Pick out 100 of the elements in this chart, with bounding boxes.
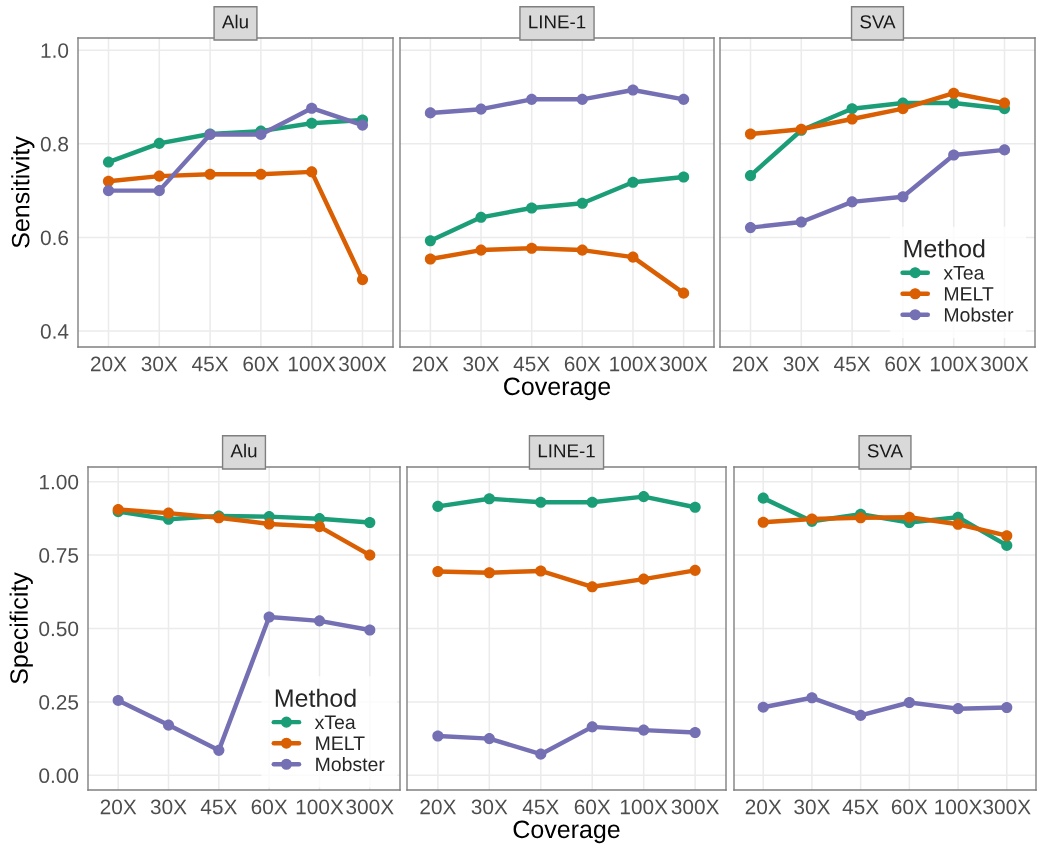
x-axis-title: Coverage — [504, 377, 611, 401]
point — [424, 253, 436, 265]
point — [795, 216, 807, 228]
point — [689, 501, 701, 513]
x-tick-label: 300X — [671, 799, 720, 815]
point — [903, 696, 915, 709]
point — [757, 492, 769, 504]
point — [952, 703, 964, 715]
point — [356, 274, 369, 286]
point — [897, 191, 909, 203]
x-tick-label: 60X — [574, 799, 611, 815]
point — [806, 692, 818, 704]
point — [689, 564, 701, 576]
y-tick-label: 1.00 — [40, 474, 79, 490]
point — [364, 516, 376, 529]
point — [846, 196, 858, 208]
x-tick-label: 30X — [150, 799, 187, 815]
x-tick-label: 60X — [891, 799, 928, 815]
point — [744, 222, 757, 234]
point — [744, 170, 757, 182]
point — [846, 113, 858, 125]
x-tick-label: 60X — [251, 799, 288, 815]
point — [475, 211, 487, 223]
y-tick-label: 0.6 — [40, 230, 69, 246]
point — [678, 171, 690, 183]
x-tick-label: 30X — [471, 799, 508, 815]
point — [855, 709, 867, 721]
point — [263, 518, 275, 530]
point — [948, 87, 960, 99]
x-tick-label: 100X — [620, 799, 668, 815]
x-tick-label: 100X — [935, 799, 982, 815]
x-tick-label: 60X — [243, 356, 279, 372]
legend-label: xTea — [943, 266, 985, 280]
point — [627, 251, 639, 263]
point — [313, 521, 326, 533]
point — [998, 144, 1011, 156]
point — [153, 137, 165, 149]
x-tick-label: 30X — [783, 356, 820, 372]
point — [102, 175, 115, 187]
point — [638, 491, 650, 503]
chart-title: SVA — [867, 444, 904, 458]
x-tick-label: 20X — [420, 799, 456, 815]
point — [535, 565, 547, 577]
legend-label: xTea — [314, 715, 356, 730]
y-axis-title: Specificity — [9, 572, 33, 684]
point — [678, 93, 690, 105]
point — [586, 496, 598, 508]
x-tick-label: 45X — [842, 799, 879, 815]
point — [432, 500, 444, 512]
x-tick-label: 300X — [980, 356, 1029, 372]
point — [757, 701, 769, 713]
y-tick-label: 1.0 — [41, 43, 69, 58]
point — [153, 185, 165, 197]
point — [306, 117, 318, 129]
legend-title: Method — [275, 688, 356, 707]
point — [903, 511, 915, 523]
point — [998, 97, 1011, 109]
point — [526, 202, 538, 214]
x-tick-label: 20X — [733, 356, 769, 372]
x-tick-label: 20X — [745, 799, 782, 815]
point — [638, 724, 650, 736]
point — [483, 493, 495, 505]
point — [952, 518, 964, 530]
x-tick-label: 30X — [141, 356, 178, 372]
x-tick-label: 30X — [794, 799, 831, 815]
chart-title: Alu — [221, 14, 248, 29]
x-tick-label: 20X — [412, 356, 449, 372]
y-tick-label: 0.4 — [40, 324, 69, 339]
x-tick-label: 100X — [930, 356, 978, 372]
point — [627, 84, 639, 96]
point — [638, 573, 650, 585]
point — [255, 168, 267, 180]
point — [364, 624, 376, 636]
x-tick-label: 100X — [296, 799, 344, 815]
point — [948, 149, 960, 161]
chart-title: SVA — [860, 15, 896, 29]
point — [678, 287, 690, 299]
y-tick-label: 0.00 — [39, 768, 79, 784]
point — [855, 512, 867, 524]
x-tick-label: 60X — [885, 356, 921, 372]
point — [586, 721, 598, 733]
point — [526, 242, 538, 254]
y-tick-label: 0.8 — [40, 136, 69, 152]
x-tick-label: 45X — [513, 356, 550, 372]
legend-label: Mobster — [944, 307, 1014, 322]
point — [535, 496, 547, 508]
x-axis-title: Coverage — [513, 820, 620, 844]
x-tick-label: 20X — [91, 356, 127, 372]
x-tick-label: 45X — [192, 356, 229, 372]
point — [432, 565, 444, 578]
point — [897, 103, 909, 115]
point — [306, 166, 318, 178]
legend-label: MELT — [944, 287, 994, 301]
legend-title: Method — [904, 239, 985, 258]
x-tick-label: 60X — [564, 356, 601, 372]
point — [204, 168, 216, 180]
chart-title: LINE-1 — [538, 444, 595, 458]
x-tick-label: 300X — [338, 356, 387, 372]
point — [1001, 530, 1013, 542]
chart-title: LINE-1 — [529, 15, 586, 29]
